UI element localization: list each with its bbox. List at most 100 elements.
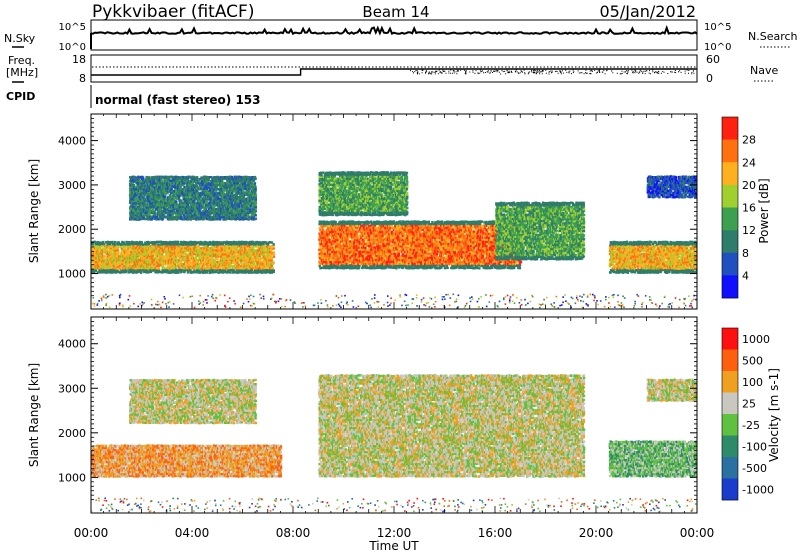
data-cell — [329, 241, 332, 244]
data-cell — [180, 194, 183, 197]
data-cell — [166, 209, 169, 212]
data-cell — [224, 210, 227, 213]
data-cell — [159, 207, 163, 211]
data-cell — [158, 214, 162, 217]
data-cell — [131, 181, 135, 185]
nave-trace — [410, 69, 695, 75]
data-cell — [325, 225, 328, 228]
data-cell — [225, 247, 228, 250]
data-cell — [195, 266, 199, 269]
data-cell — [127, 247, 130, 250]
data-cell — [92, 266, 95, 270]
data-cell — [212, 260, 216, 264]
data-cell — [199, 194, 202, 197]
data-cell — [137, 268, 141, 272]
data-cell — [162, 213, 165, 216]
data-cell — [189, 211, 192, 214]
data-cell — [262, 246, 265, 250]
data-cell — [215, 213, 219, 217]
data-cell — [197, 201, 201, 205]
data-cell — [132, 207, 136, 211]
data-cell — [196, 176, 199, 179]
data-cell — [203, 175, 206, 178]
data-cell — [172, 181, 175, 184]
data-cell — [153, 249, 156, 252]
data-cell — [224, 177, 227, 180]
data-cell — [112, 254, 115, 258]
data-cell — [157, 193, 161, 197]
data-cell — [167, 197, 171, 201]
data-cell — [215, 188, 218, 191]
data-cell — [328, 221, 331, 224]
data-cell — [233, 212, 236, 215]
data-cell — [171, 263, 174, 266]
data-cell — [336, 240, 339, 244]
data-cell — [183, 211, 186, 215]
data-cell — [248, 251, 251, 254]
data-cell — [212, 210, 215, 213]
data-cell — [207, 178, 210, 181]
data-cell — [254, 200, 257, 203]
data-cell — [236, 182, 239, 185]
data-cell — [116, 247, 119, 250]
data-cell — [331, 255, 334, 258]
data-cell — [171, 249, 174, 252]
data-cell — [175, 207, 179, 210]
data-cell — [241, 242, 244, 246]
data-cell — [129, 197, 133, 200]
data-cell — [170, 261, 173, 264]
data-cell — [128, 259, 131, 262]
data-cell — [157, 246, 161, 250]
data-cell — [225, 204, 228, 207]
data-cell — [223, 241, 227, 244]
data-cell — [174, 180, 177, 183]
data-cell — [319, 267, 322, 270]
data-cell — [222, 245, 225, 248]
data-cell — [251, 240, 254, 244]
data-cell — [117, 251, 120, 254]
data-cell — [228, 254, 231, 258]
data-cell — [161, 264, 164, 268]
noise-panel-frame — [90, 19, 698, 51]
data-cell — [231, 259, 234, 262]
data-cell — [143, 255, 146, 258]
freq-label-1: Freq. — [8, 54, 35, 67]
data-cell — [203, 207, 206, 211]
data-cell — [122, 243, 125, 246]
data-cell — [146, 256, 149, 260]
data-cell — [254, 210, 257, 213]
data-cell — [229, 271, 232, 274]
data-cell — [179, 245, 183, 248]
data-cell — [195, 243, 198, 246]
data-cell — [167, 216, 171, 219]
data-cell — [139, 216, 143, 219]
data-cell — [248, 177, 251, 180]
data-cell — [171, 209, 174, 213]
data-cell — [330, 266, 333, 269]
data-cell — [98, 249, 101, 252]
data-cell — [188, 215, 191, 218]
data-cell — [209, 260, 212, 264]
data-cell — [328, 222, 331, 226]
data-cell — [175, 218, 179, 221]
data-cell — [214, 199, 218, 203]
data-cell — [102, 240, 105, 244]
data-cell — [140, 241, 144, 244]
data-cell — [202, 254, 205, 257]
data-cell — [242, 265, 246, 268]
data-cell — [335, 223, 338, 226]
data-cell — [244, 240, 247, 244]
data-cell — [132, 184, 135, 187]
data-cell — [331, 238, 334, 242]
data-cell — [219, 253, 222, 256]
data-cell — [250, 248, 254, 252]
data-cell — [135, 259, 138, 262]
data-cell — [145, 205, 148, 209]
data-cell — [147, 216, 150, 219]
data-cell — [247, 207, 250, 211]
data-cell — [334, 242, 338, 245]
data-cell — [140, 249, 143, 252]
data-cell — [337, 242, 340, 246]
data-cell — [148, 181, 151, 184]
data-cell — [139, 252, 142, 256]
